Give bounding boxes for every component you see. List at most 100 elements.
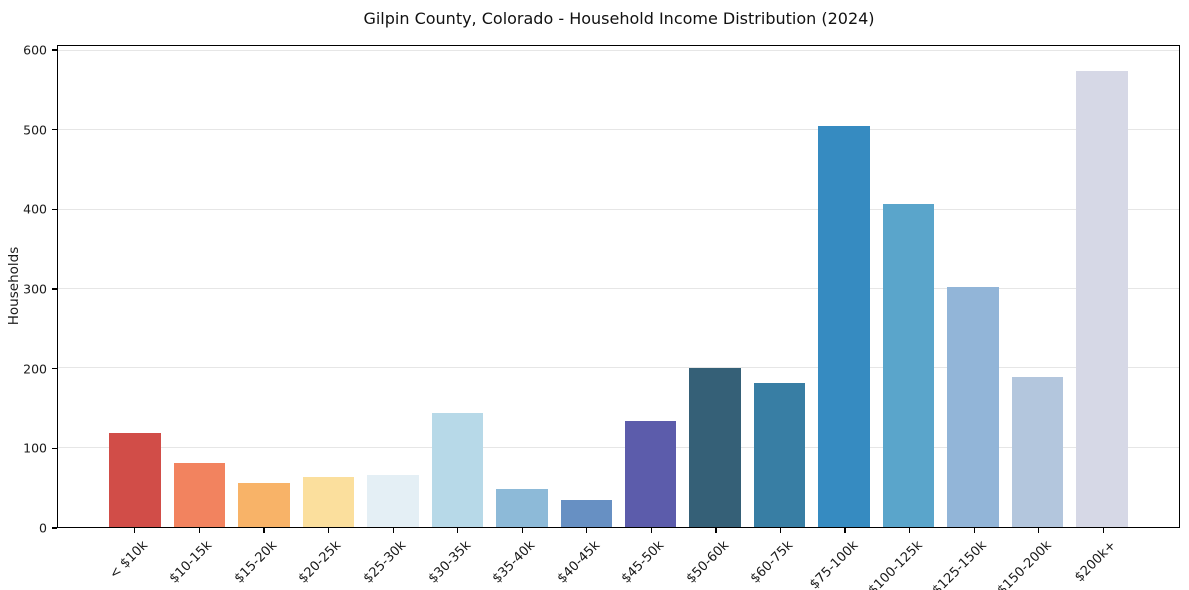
x-tick-mark — [263, 528, 265, 533]
x-tick-label: < $10k — [106, 538, 151, 583]
y-tick-label: 300 — [23, 281, 47, 297]
y-tick-mark — [52, 368, 57, 370]
x-tick-mark — [198, 528, 201, 533]
bar-slot — [941, 46, 1005, 527]
bar-slot — [554, 46, 618, 527]
x-tick-slot: $60-75k — [748, 528, 813, 590]
x-tick-label: $15-20k — [231, 538, 281, 587]
x-tick-mark — [650, 528, 652, 533]
x-tick-label: $20-25k — [296, 538, 345, 587]
gridline-400 — [58, 208, 1179, 210]
y-tick-label: 500 — [23, 122, 47, 138]
y-tick-mark — [52, 288, 57, 290]
gridline-600 — [58, 49, 1179, 51]
bar-slot — [876, 46, 940, 527]
y-axis: 0 100 200 300 400 500 600 — [0, 42, 57, 536]
x-tick-slot: $125-150k — [930, 528, 1006, 590]
y-tick-label: 400 — [23, 201, 47, 217]
x-tick-slot: $100-125k — [865, 528, 942, 590]
x-tick-label: $40-45k — [554, 538, 603, 587]
bar-< $10k — [109, 433, 161, 527]
x-axis: < $10k $10-15k $15-20k $20-25k $25-30k $30-35… — [57, 528, 1180, 590]
bar-$20-25k — [302, 477, 355, 527]
x-tick-mark — [457, 528, 459, 533]
gridline-500 — [58, 129, 1179, 131]
x-tick-label: $30-35k — [425, 538, 474, 587]
x-tick-slot: $30-35k — [425, 528, 490, 590]
bar-slot — [490, 46, 554, 527]
bar-$150-200k — [1011, 377, 1064, 527]
chart-title: Gilpin County, Colorado - Household Inco… — [363, 9, 875, 28]
bar-slot — [167, 46, 231, 527]
x-tick-label: $200k+ — [1072, 538, 1120, 586]
y-tick-label: 600 — [23, 42, 47, 58]
bar-slot — [683, 46, 747, 527]
y-tick-mark — [52, 447, 57, 449]
x-tick-label: $25-30k — [360, 538, 410, 587]
bar-$35-40k — [496, 488, 548, 527]
bar-slot — [103, 46, 167, 527]
bar-slot — [1070, 46, 1134, 527]
x-tick-mark — [1102, 528, 1104, 533]
x-tick-slot: $200k+ — [1070, 528, 1135, 590]
x-tick-slot: $50-60k — [683, 528, 748, 590]
x-tick-mark — [909, 528, 911, 533]
x-tick-slot: $45-50k — [619, 528, 684, 590]
x-tick-label: $75-100k — [806, 538, 862, 590]
x-tick-mark — [973, 528, 975, 533]
x-tick-mark — [521, 528, 523, 533]
x-tick-mark — [1038, 528, 1040, 533]
y-tick-label: 100 — [23, 440, 47, 456]
x-tick-mark — [327, 528, 330, 533]
x-tick-label: $50-60k — [683, 538, 732, 587]
bar-$15-20k — [238, 483, 290, 527]
plot-area — [57, 45, 1180, 528]
bar-slot — [812, 46, 876, 527]
bar-slot — [1005, 46, 1069, 527]
x-tick-slot: $35-40k — [489, 528, 554, 590]
bar-$10-15k — [173, 462, 226, 527]
bar-$40-45k — [560, 500, 613, 527]
y-tick-mark — [52, 208, 57, 210]
x-tick-slot: $75-100k — [807, 528, 877, 590]
bar-$75-100k — [818, 125, 870, 527]
gridline-300 — [58, 287, 1179, 289]
x-tick-mark — [586, 528, 588, 533]
bar-$60-75k — [753, 382, 806, 527]
bar-$100-125k — [882, 204, 935, 527]
y-tick-mark — [52, 129, 57, 131]
x-tick-slot: < $10k — [102, 528, 167, 590]
bar-slot — [361, 46, 425, 527]
x-tick-mark — [779, 528, 782, 533]
x-tick-label: $10-15k — [166, 538, 216, 587]
bar-$125-150k — [947, 286, 999, 527]
x-tick-mark — [134, 528, 136, 533]
bar-slot — [232, 46, 296, 527]
bar-slot — [619, 46, 683, 527]
x-tick-slot: $15-20k — [231, 528, 296, 590]
x-tick-label: $60-75k — [748, 538, 797, 587]
x-tick-mark — [392, 528, 394, 533]
x-tick-mark — [844, 528, 846, 533]
y-tick-mark — [52, 527, 57, 529]
y-tick-mark — [52, 49, 57, 51]
x-tick-slot: $40-45k — [554, 528, 619, 590]
x-tick-label: $45-50k — [618, 538, 668, 587]
bar-$200k+ — [1076, 70, 1128, 527]
x-tick-slot: $10-15k — [167, 528, 232, 590]
bars-container — [58, 46, 1179, 527]
y-tick-label: 200 — [23, 361, 47, 377]
bar-$25-30k — [367, 475, 419, 527]
x-tick-slot: $20-25k — [296, 528, 361, 590]
bar-$50-60k — [689, 367, 741, 527]
bar-$30-35k — [431, 412, 484, 527]
x-tick-slot: $150-200k — [995, 528, 1071, 590]
bar-slot — [425, 46, 489, 527]
x-tick-slot: $25-30k — [360, 528, 425, 590]
gridline-100 — [58, 446, 1179, 448]
x-tick-label: $35-40k — [489, 538, 539, 587]
bar-slot — [747, 46, 811, 527]
x-tick-mark — [715, 528, 717, 533]
gridline-200 — [58, 367, 1179, 369]
